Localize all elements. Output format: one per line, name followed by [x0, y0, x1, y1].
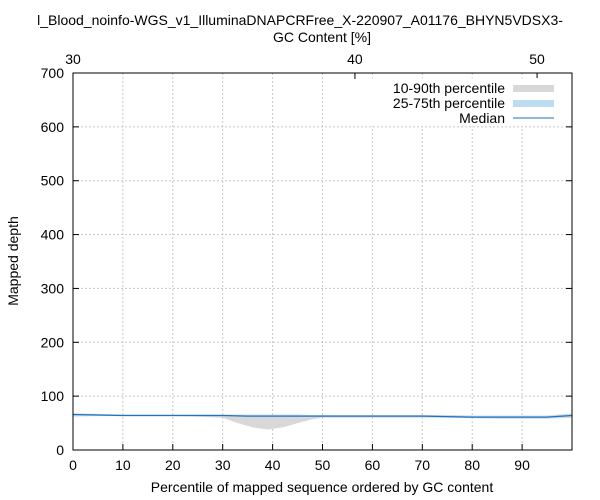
- median-line: [72, 413, 573, 418]
- x2-axis-label: GC Content [%]: [273, 29, 371, 45]
- x-tick-label: 80: [464, 457, 480, 473]
- x-tick-label: 70: [415, 457, 431, 473]
- y-tick-label: 300: [41, 280, 65, 296]
- x2-tick-label: 50: [529, 51, 545, 67]
- legend: 10-90th percentile 25-75th percentile Me…: [370, 78, 570, 126]
- x2-tick-label: 30: [65, 51, 81, 67]
- x-tick-label: 60: [365, 457, 381, 473]
- x-axis-label: Percentile of mapped sequence ordered by…: [151, 479, 494, 495]
- chart-title: l_Blood_noinfo-WGS_v1_IlluminaDNAPCRFree…: [37, 12, 563, 28]
- y-tick-label: 500: [41, 173, 65, 189]
- tick-layer: 0 10 20 30 40 50 60 70 80 90 0 100 200 300 400 500 600 70…: [41, 51, 572, 473]
- legend-label-p10-90: 10-90th percentile: [393, 80, 505, 96]
- legend-label-p25-75: 25-75th percentile: [393, 95, 505, 111]
- y-tick-label: 0: [56, 442, 64, 458]
- x2-tick-label: 40: [347, 51, 363, 67]
- y-tick-label: 400: [41, 227, 65, 243]
- y-tick-label: 600: [41, 119, 65, 135]
- x-tick-label: 50: [315, 457, 331, 473]
- y-tick-label: 100: [41, 388, 65, 404]
- y-axis-label: Mapped depth: [5, 216, 21, 306]
- grid-layer: [73, 73, 572, 450]
- y-tick-label: 700: [41, 65, 65, 81]
- data-layer: [72, 413, 573, 430]
- legend-swatch-p10-90: [513, 85, 554, 92]
- y-tick-label: 200: [41, 334, 65, 350]
- x-tick-label: 0: [69, 457, 77, 473]
- x-tick-label: 30: [215, 457, 231, 473]
- x-tick-label: 20: [165, 457, 181, 473]
- x-tick-label: 10: [115, 457, 131, 473]
- legend-label-median: Median: [459, 110, 505, 126]
- band-p10-90: [73, 413, 572, 430]
- x-tick-label: 40: [265, 457, 281, 473]
- legend-swatch-p25-75: [513, 100, 554, 107]
- x-tick-label: 90: [514, 457, 530, 473]
